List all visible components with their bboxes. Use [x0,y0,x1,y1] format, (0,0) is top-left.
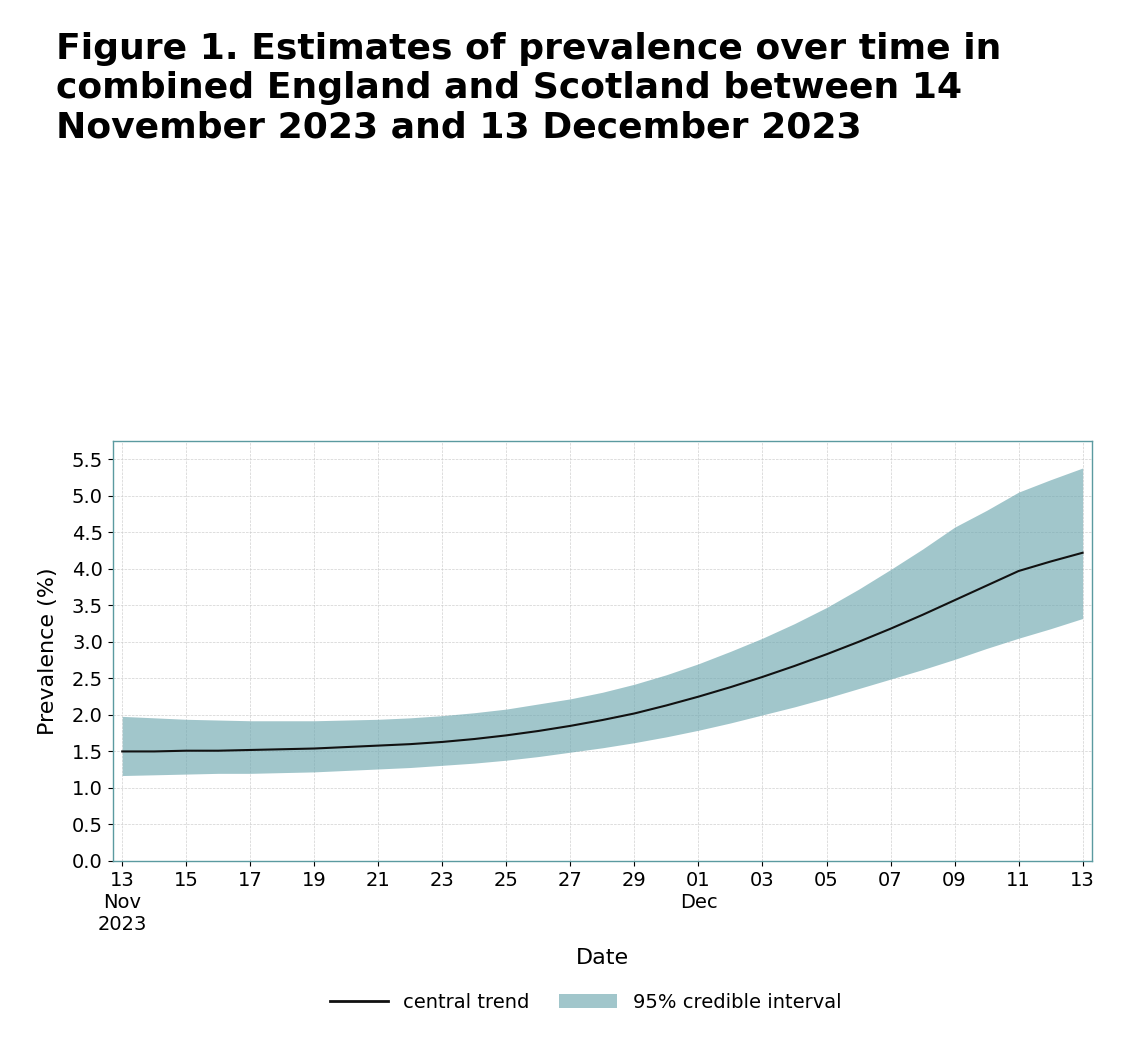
Legend: central trend, 95% credible interval: central trend, 95% credible interval [322,985,849,1020]
Y-axis label: Prevalence (%): Prevalence (%) [38,567,57,735]
X-axis label: Date: Date [575,947,629,968]
Text: Figure 1. Estimates of prevalence over time in
combined England and Scotland bet: Figure 1. Estimates of prevalence over t… [56,32,1002,144]
